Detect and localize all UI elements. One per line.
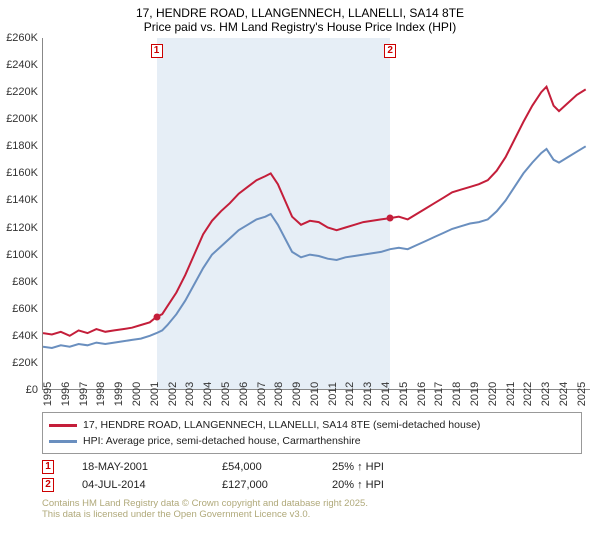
x-tick-label: 2013 [362, 382, 374, 406]
x-tick-label: 2008 [273, 382, 285, 406]
title-address: 17, HENDRE ROAD, LLANGENNECH, LLANELLI, … [0, 6, 600, 20]
y-tick-label: £100K [6, 249, 38, 261]
legend-swatch [49, 440, 77, 443]
x-tick-label: 2010 [309, 382, 321, 406]
footer: Contains HM Land Registry data © Crown c… [42, 498, 582, 521]
x-tick-label: 2005 [220, 382, 232, 406]
y-tick-label: £200K [6, 113, 38, 125]
x-tick-label: 2021 [505, 382, 517, 406]
legend-label: 17, HENDRE ROAD, LLANGENNECH, LLANELLI, … [83, 419, 480, 431]
y-tick-label: £40K [12, 330, 38, 342]
y-tick-label: £20K [12, 357, 38, 369]
sale-date: 18-MAY-2001 [82, 461, 222, 473]
footer-line: Contains HM Land Registry data © Crown c… [42, 498, 582, 509]
x-tick-label: 1998 [95, 382, 107, 406]
x-tick-label: 2009 [291, 382, 303, 406]
sale-date: 04-JUL-2014 [82, 479, 222, 491]
x-tick-label: 2012 [344, 382, 356, 406]
x-tick-label: 2023 [540, 382, 552, 406]
x-tick-label: 2022 [522, 382, 534, 406]
legend-row: HPI: Average price, semi-detached house,… [49, 433, 575, 449]
sale-marker-dot [387, 215, 394, 222]
sale-price: £54,000 [222, 461, 332, 473]
x-tick-label: 2017 [433, 382, 445, 406]
y-tick-label: £220K [6, 86, 38, 98]
y-tick-label: £60K [12, 303, 38, 315]
y-tick-label: £180K [6, 140, 38, 152]
x-tick-label: 2025 [576, 382, 588, 406]
x-tick-label: 1997 [78, 382, 90, 406]
x-tick-label: 2016 [416, 382, 428, 406]
x-tick-label: 2015 [398, 382, 410, 406]
sale-delta: 25% ↑ HPI [332, 461, 442, 473]
title-block: 17, HENDRE ROAD, LLANGENNECH, LLANELLI, … [0, 0, 600, 38]
y-tick-label: £140K [6, 194, 38, 206]
sales-row: 2 04-JUL-2014 £127,000 20% ↑ HPI [42, 476, 582, 494]
y-tick-label: £260K [6, 32, 38, 44]
x-tick-label: 2018 [451, 382, 463, 406]
chart-area: 12 £0£20K£40K£60K£80K£100K£120K£140K£160… [42, 38, 590, 404]
x-tick-label: 2014 [380, 382, 392, 406]
chart-container: 17, HENDRE ROAD, LLANGENNECH, LLANELLI, … [0, 0, 600, 560]
footer-line: This data is licensed under the Open Gov… [42, 509, 582, 520]
x-tick-label: 2019 [469, 382, 481, 406]
sale-marker-box: 1 [151, 44, 163, 58]
y-tick-label: £120K [6, 222, 38, 234]
sale-marker-box: 2 [384, 44, 396, 58]
x-tick-label: 2024 [558, 382, 570, 406]
plot-region: 12 [42, 38, 590, 390]
legend: 17, HENDRE ROAD, LLANGENNECH, LLANELLI, … [42, 412, 582, 454]
y-tick-label: £80K [12, 276, 38, 288]
sale-price: £127,000 [222, 479, 332, 491]
sales-row: 1 18-MAY-2001 £54,000 25% ↑ HPI [42, 458, 582, 476]
y-tick-label: £240K [6, 59, 38, 71]
title-subtitle: Price paid vs. HM Land Registry's House … [0, 20, 600, 34]
x-tick-label: 2004 [202, 382, 214, 406]
x-tick-label: 2007 [256, 382, 268, 406]
legend-row: 17, HENDRE ROAD, LLANGENNECH, LLANELLI, … [49, 417, 575, 433]
sale-delta: 20% ↑ HPI [332, 479, 442, 491]
x-tick-label: 2001 [149, 382, 161, 406]
legend-label: HPI: Average price, semi-detached house,… [83, 435, 361, 447]
x-tick-label: 2020 [487, 382, 499, 406]
legend-swatch [49, 424, 77, 427]
sale-badge: 2 [42, 478, 54, 492]
x-tick-label: 1995 [42, 382, 54, 406]
series-hpi [43, 146, 586, 348]
y-tick-label: £160K [6, 167, 38, 179]
line-svg [43, 38, 591, 390]
sale-marker-dot [153, 313, 160, 320]
x-tick-label: 2006 [238, 382, 250, 406]
x-tick-label: 1996 [60, 382, 72, 406]
sales-table: 1 18-MAY-2001 £54,000 25% ↑ HPI 2 04-JUL… [42, 458, 582, 494]
series-price_paid [43, 87, 586, 336]
x-tick-label: 2000 [131, 382, 143, 406]
x-tick-label: 1999 [113, 382, 125, 406]
sale-badge: 1 [42, 460, 54, 474]
x-tick-label: 2011 [327, 382, 339, 406]
x-tick-label: 2002 [167, 382, 179, 406]
x-tick-label: 2003 [184, 382, 196, 406]
y-tick-label: £0 [26, 384, 38, 396]
